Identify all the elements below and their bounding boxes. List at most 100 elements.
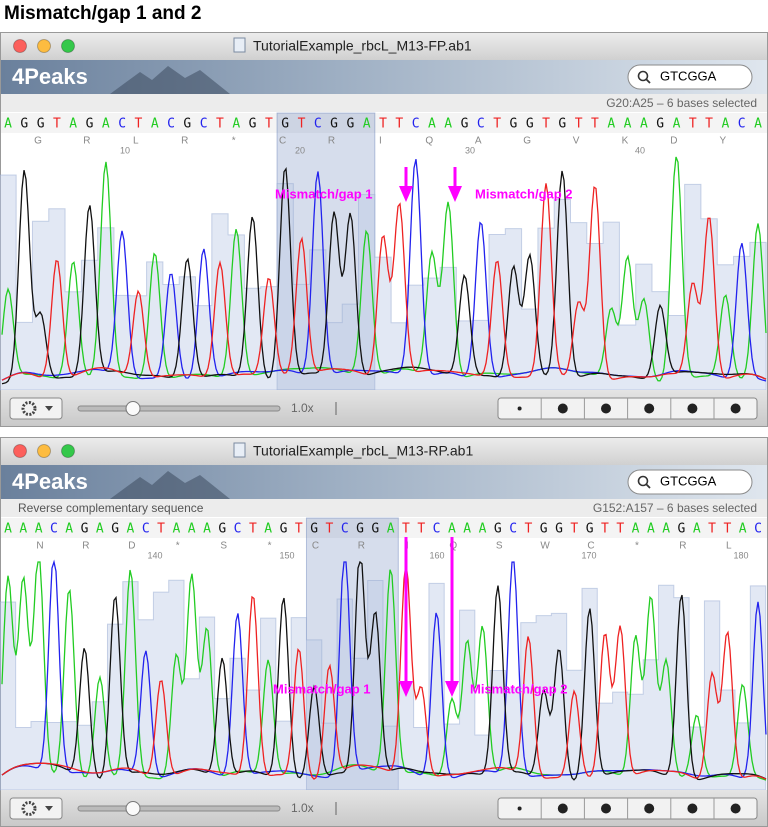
app-logo: 4Peaks [12,469,88,494]
base-call: C [314,117,322,132]
annotation-label: Mismatch/gap 2 [475,186,573,201]
trace-a [1,561,767,781]
close-button[interactable] [13,39,27,53]
amino-acid: Y [719,136,726,147]
base-call: C [200,117,208,132]
base-call: A [448,522,456,537]
base-call: T [689,117,697,132]
base-call: A [632,522,640,537]
minimize-button[interactable] [37,444,51,458]
selection-status: G152:A157 – 6 bases selected [593,501,757,515]
position-number: 20 [295,145,305,155]
annotation-arrowhead [448,186,462,202]
search-icon [637,475,649,487]
zoom-level: 1.0x [291,801,314,815]
amino-acid: R [83,136,90,147]
base-call: G [330,117,338,132]
base-call: A [444,117,452,132]
base-call: A [19,522,27,537]
base-call: A [188,522,196,537]
base-call: A [693,522,701,537]
title-bar [1,33,767,60]
trace-g [1,560,767,781]
base-call: A [35,522,43,537]
search-field[interactable] [627,64,753,90]
window-title: TutorialExample_rbcL_M13-RP.ab1 [253,443,473,459]
base-call: G [86,117,94,132]
trace-g [1,167,767,385]
base-call: G [371,522,379,537]
base-call: G [586,522,594,537]
dropdown-icon [45,406,53,411]
base-call: A [65,522,73,537]
base-call: A [232,117,240,132]
zoom-slider-track[interactable] [77,405,281,412]
amino-acid: V [573,136,580,147]
base-call: A [69,117,77,132]
amino-acid: I [379,136,382,147]
position-number: 30 [465,145,475,155]
amino-acid: S [496,541,503,552]
annotation-arrowhead [399,186,413,202]
base-call: A [754,117,762,132]
view-subtitle: Reverse complementary sequence [18,501,204,515]
amino-acid: R [181,136,188,147]
base-call: T [402,522,410,537]
amino-acid: A [475,136,482,147]
base-call: G [310,522,318,537]
minimize-button[interactable] [37,39,51,53]
search-field[interactable] [627,469,753,495]
document-icon [233,37,246,53]
base-call: T [135,117,143,132]
base-call: C [433,522,441,537]
base-call: C [167,117,175,132]
base-call: A [463,522,471,537]
base-call: C [738,117,746,132]
base-call: A [363,117,371,132]
base-call: T [542,117,550,132]
zoom-button[interactable] [61,444,75,458]
amino-acid: W [540,541,550,552]
annotation-label: Mismatch/gap 1 [273,681,371,696]
close-button[interactable] [13,444,27,458]
base-call: A [4,522,12,537]
base-call: A [479,522,487,537]
amino-acid: C [279,136,286,147]
base-call: T [379,117,387,132]
zoom-slider-knob[interactable] [125,801,141,816]
position-number: 40 [635,145,645,155]
zoom-slider-track[interactable] [77,805,281,812]
annotation-arrowhead [445,681,459,697]
zoom-slider-knob[interactable] [125,401,141,416]
mountain-artwork [110,66,230,94]
base-call: T [265,117,273,132]
base-call: G [346,117,354,132]
base-call: T [591,117,599,132]
base-call: T [53,117,61,132]
base-call: T [570,522,578,537]
zoom-button[interactable] [61,39,75,53]
amino-acid: C [587,541,594,552]
base-call: A [721,117,729,132]
base-call: G [678,522,686,537]
toolbar-icon [601,403,611,414]
search-icon [645,78,651,84]
search-text: GTCGGA [660,68,717,83]
base-call: G [555,522,563,537]
base-call: T [157,522,165,537]
annotation-label: Mismatch/gap 1 [275,186,373,201]
search-text: GTCGGA [660,473,717,488]
amino-acid: C [312,541,319,552]
trace-t [1,563,767,780]
sequence-row [1,518,767,538]
base-call: C [142,522,150,537]
toolbar-icon [687,403,698,414]
base-call: G [281,117,289,132]
toolbar-icon [644,803,655,814]
base-call: C [509,522,517,537]
base-call: T [417,522,425,537]
app-logo: 4Peaks [12,64,88,89]
